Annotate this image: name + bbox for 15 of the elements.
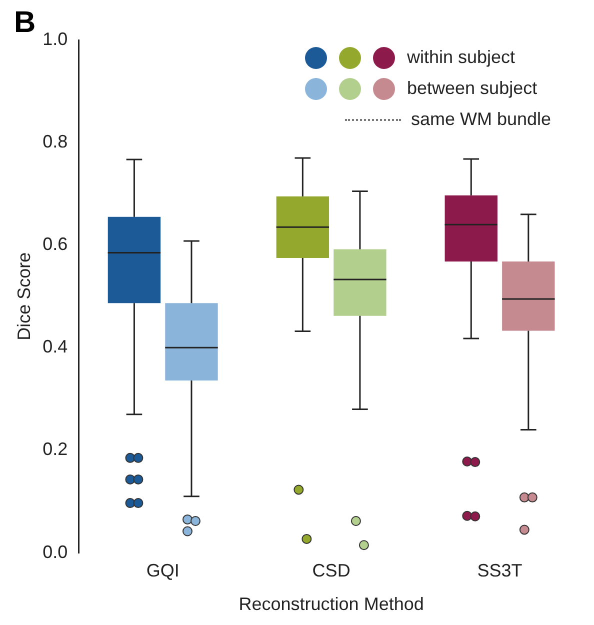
y-tick-label: 0.8 [42,132,68,152]
x-tick-label: GQI [146,560,180,581]
y-tick-label: 0.6 [42,234,68,254]
y-tick-label: 0.0 [42,542,68,562]
text: B [14,6,36,40]
y-axis-title: Dice Score [14,252,34,340]
annotation: same WM bundle [411,109,552,130]
y-tick-label: 0.2 [42,439,68,460]
y-tick-label: 0.4 [42,336,68,357]
x-tick-label: CSD [312,560,350,581]
x-tick-label: SS3T [477,560,522,581]
y-tick-label: 1.0 [42,28,68,49]
legend-label: within subject [407,47,516,68]
x-axis-title: Reconstruction Method [238,594,424,614]
legend-label: between subject [407,78,538,99]
